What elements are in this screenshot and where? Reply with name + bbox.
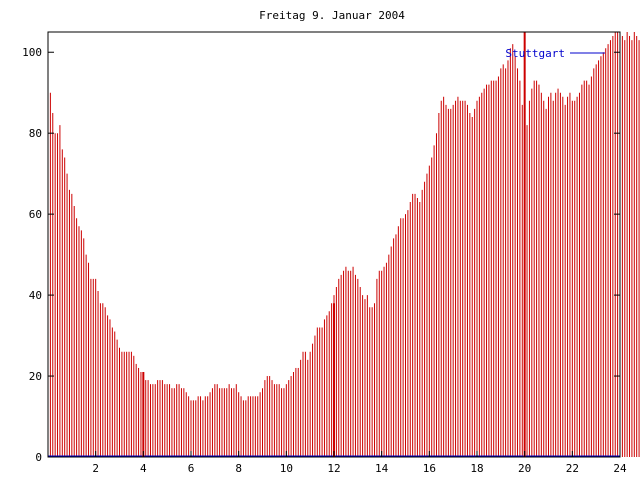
- x-tick-label: 8: [235, 462, 242, 475]
- marker-lines: [142, 32, 526, 457]
- legend: Stuttgart: [505, 47, 605, 60]
- x-tick-label: 12: [327, 462, 340, 475]
- legend-label-stuttgart: Stuttgart: [505, 47, 565, 60]
- series-bars: [47, 32, 640, 457]
- x-tick-label: 24: [613, 462, 627, 475]
- y-tick-label: 80: [29, 127, 42, 140]
- y-axis: 0 20 40 60 80 100: [22, 46, 620, 464]
- x-tick-label: 2: [92, 462, 99, 475]
- x-tick-label: 4: [140, 462, 147, 475]
- chart-title: Freitag 9. Januar 2004: [259, 9, 405, 22]
- x-tick-label: 18: [470, 462, 483, 475]
- y-tick-label: 20: [29, 370, 42, 383]
- x-tick-label: 16: [423, 462, 436, 475]
- y-tick-label: 100: [22, 46, 42, 59]
- x-tick-label: 10: [280, 462, 293, 475]
- y-tick-label: 40: [29, 289, 42, 302]
- x-axis: 2 4 6 8 10 12 14 16 18 20 22 24: [92, 451, 627, 475]
- x-tick-label: 22: [566, 462, 579, 475]
- x-tick-label: 6: [188, 462, 195, 475]
- x-tick-label: 20: [518, 462, 531, 475]
- y-tick-label: 0: [35, 451, 42, 464]
- y-tick-label: 60: [29, 208, 42, 221]
- x-tick-label: 14: [375, 462, 389, 475]
